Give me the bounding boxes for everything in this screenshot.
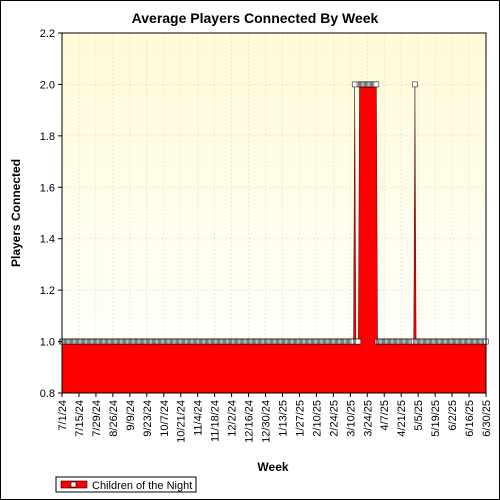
x-tick-label: 8/26/24	[108, 400, 120, 437]
x-tick-label: 3/10/25	[345, 400, 357, 437]
x-tick-label: 11/4/24	[193, 400, 205, 436]
data-point	[373, 81, 380, 88]
x-tick-label: 11/18/24	[210, 400, 222, 442]
x-axis: 7/1/24 7/15/24 7/29/24 8/26/24 9/9/24 9/23/24…	[57, 393, 493, 443]
x-tick-label: 1/27/25	[294, 400, 306, 437]
x-tick-label: 7/15/24	[74, 400, 86, 437]
y-tick-label: 0.8	[40, 388, 55, 400]
x-tick-label: 12/2/24	[227, 400, 239, 437]
x-tick-label: 1/13/25	[277, 400, 289, 437]
grid	[62, 33, 486, 393]
y-tick-label: 1.8	[40, 131, 55, 143]
x-tick-label: 7/1/24	[57, 400, 69, 431]
x-tick-label: 4/7/25	[379, 400, 391, 431]
x-tick-label: 12/30/24	[261, 400, 273, 443]
legend-marker	[70, 481, 77, 488]
y-tick-label: 1.0	[40, 337, 55, 349]
x-tick-label: 5/5/25	[413, 400, 425, 431]
x-tick-label: 10/7/24	[159, 400, 171, 437]
x-tick-label: 9/9/24	[125, 400, 137, 431]
x-tick-label: 3/24/25	[362, 400, 374, 437]
y-axis: 0.8 1.0 1.2 1.4 1.6 1.8 2.0 2.2	[40, 28, 62, 400]
y-axis-label: Players Connected	[9, 159, 23, 267]
data-point	[351, 81, 358, 88]
x-tick-label: 5/19/25	[430, 400, 442, 437]
data-point	[355, 338, 362, 345]
y-tick-label: 1.4	[40, 234, 55, 246]
y-tick-label: 1.2	[40, 285, 55, 297]
series-markers	[59, 81, 489, 345]
data-point	[412, 81, 418, 88]
x-tick-label: 2/24/25	[328, 400, 340, 437]
x-tick-label: 4/21/25	[396, 400, 408, 437]
x-tick-label: 7/29/24	[91, 400, 103, 437]
x-tick-label: 2/10/25	[311, 400, 323, 437]
x-tick-label: 9/23/24	[142, 400, 154, 437]
plot-border	[61, 32, 487, 394]
x-tick-label: 12/16/24	[244, 400, 256, 443]
y-tick-label: 2.2	[40, 28, 55, 40]
x-tick-label: 6/16/25	[464, 400, 476, 437]
legend-box	[55, 476, 197, 493]
x-axis-label: Week	[257, 460, 288, 474]
x-tick-label: 6/2/25	[447, 400, 459, 431]
x-tick-label: 6/30/25	[481, 400, 493, 437]
y-tick-label: 1.6	[40, 182, 55, 194]
y-tick-label: 2.0	[40, 79, 55, 91]
legend: Children of the Night	[55, 476, 197, 493]
chart-title: Average Players Connected By Week	[132, 10, 379, 26]
legend-label: Children of the Night	[92, 480, 192, 492]
x-tick-label: 10/21/24	[176, 400, 188, 443]
